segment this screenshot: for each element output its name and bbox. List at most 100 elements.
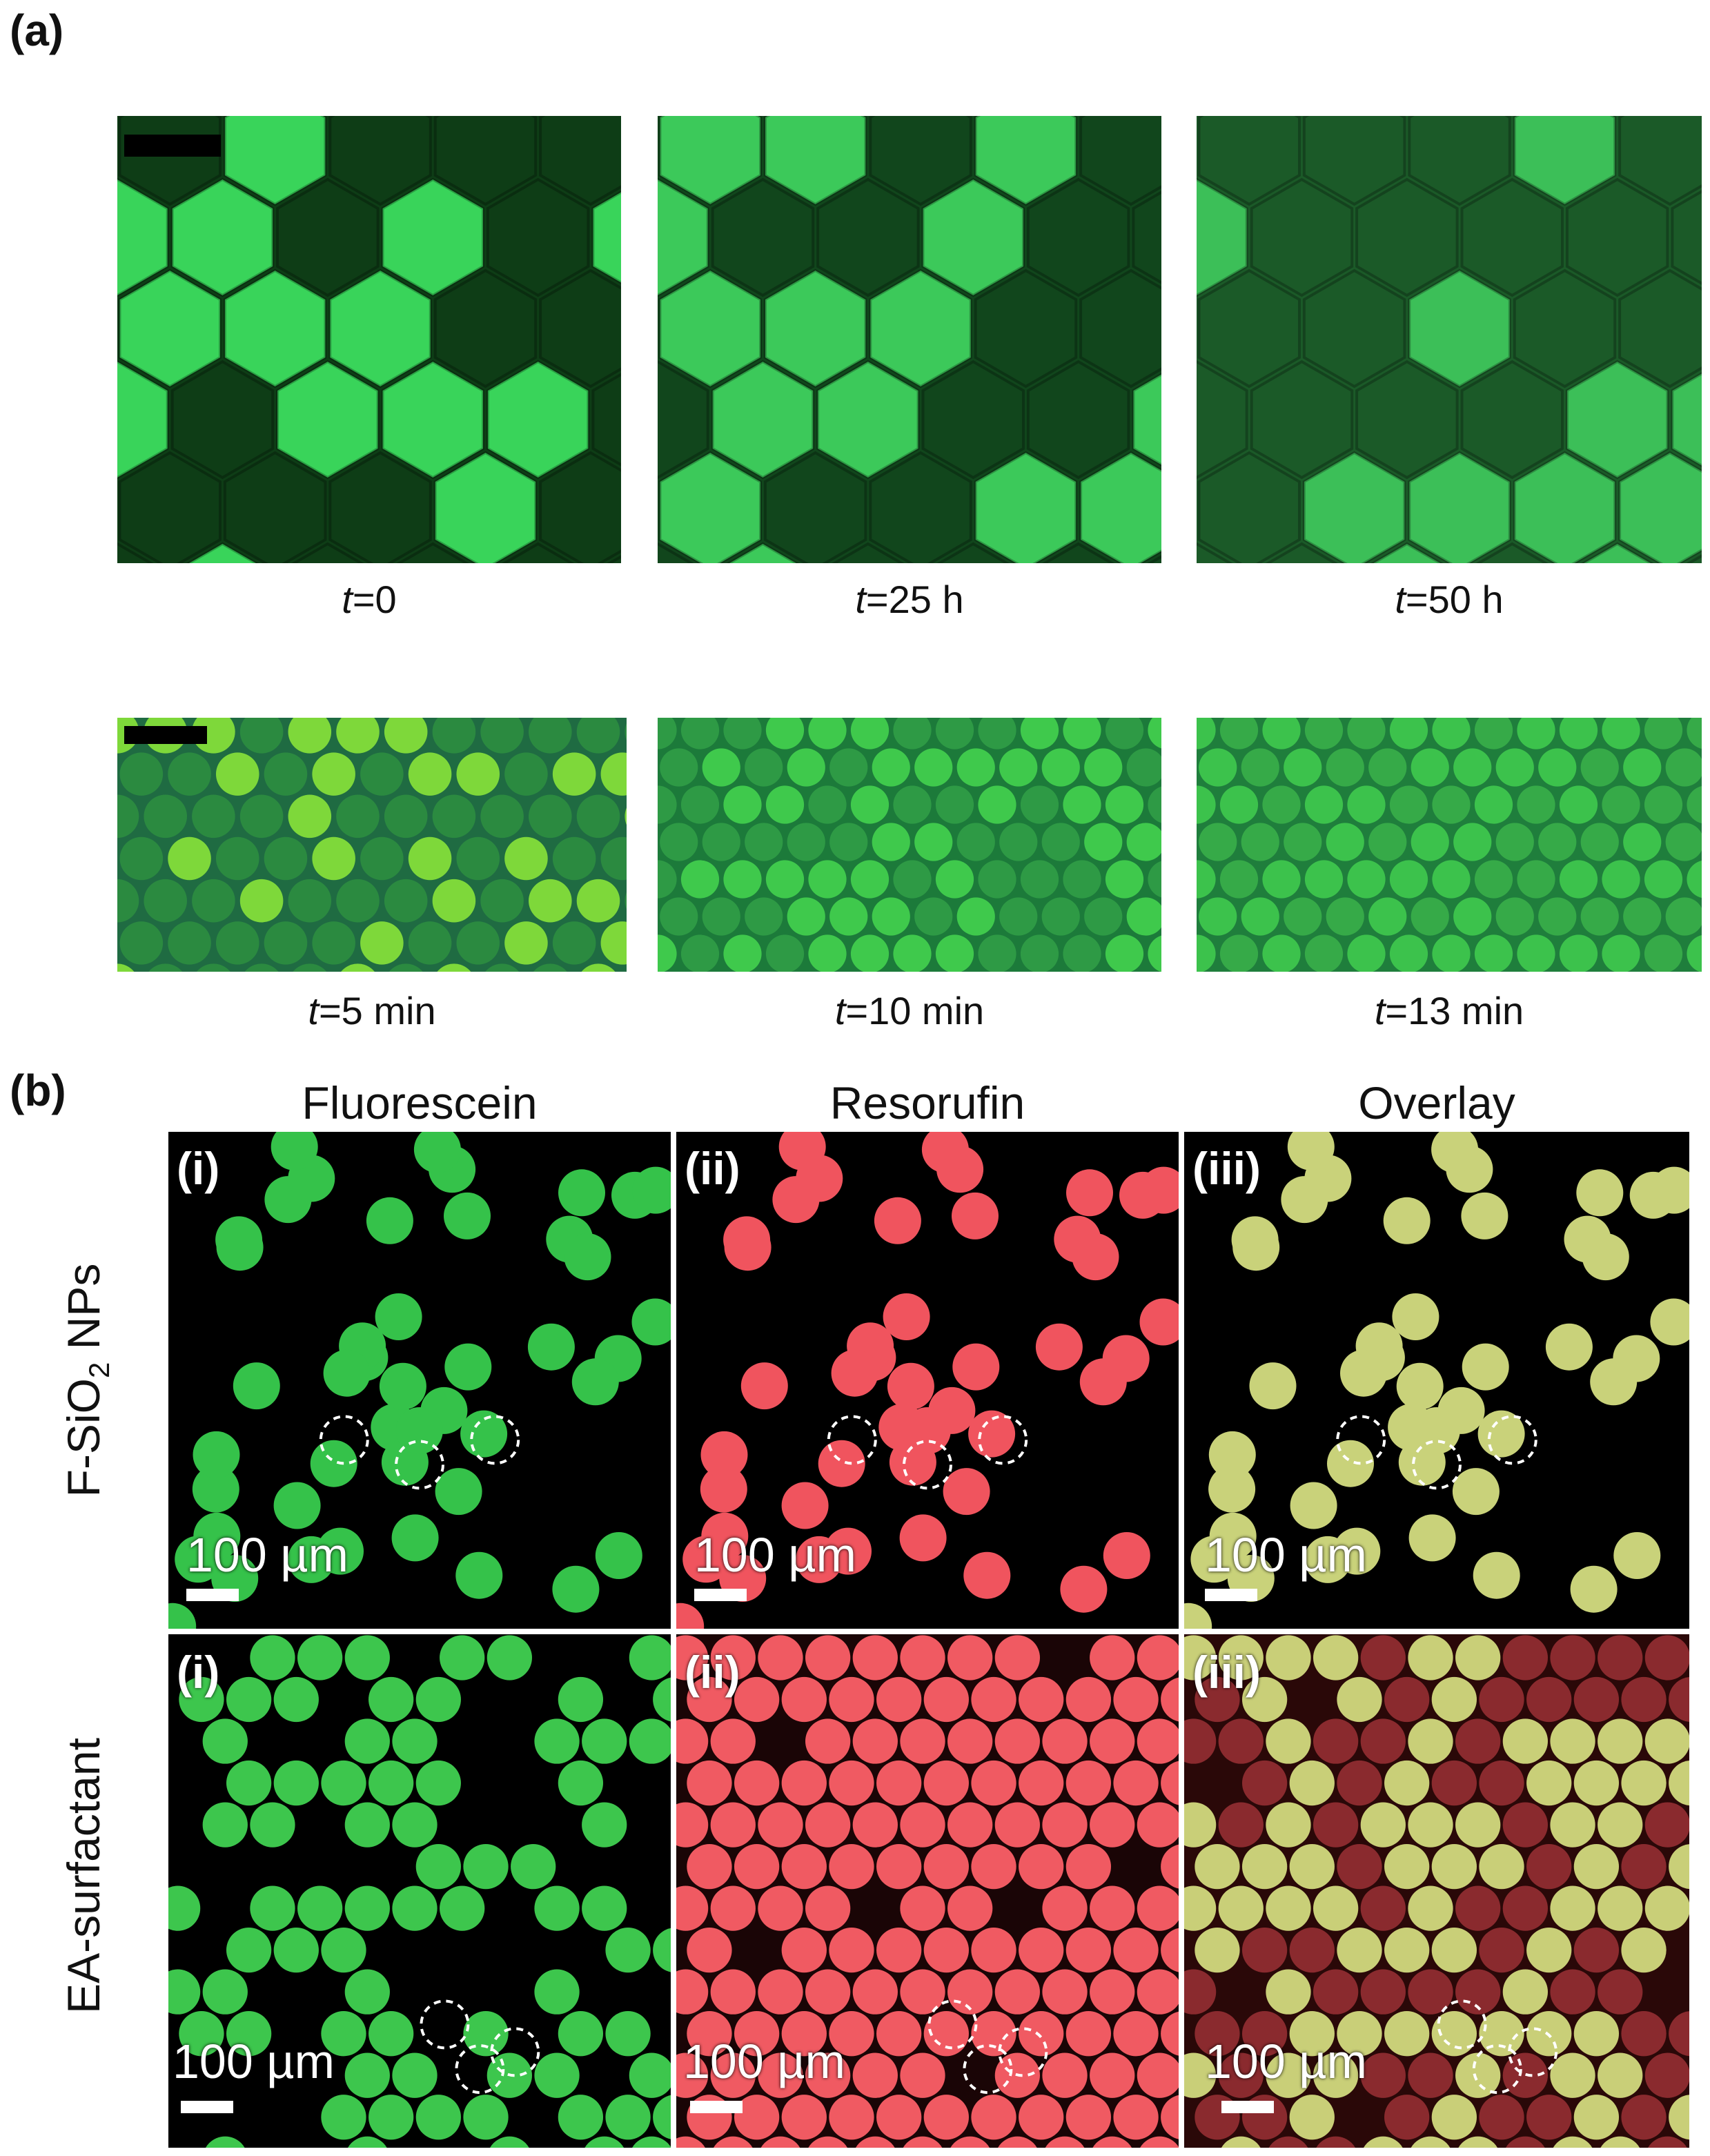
droplet xyxy=(829,2011,874,2057)
droplet xyxy=(1019,1843,1064,1890)
droplet xyxy=(395,1407,443,1454)
droplet xyxy=(168,921,211,965)
droplet xyxy=(1313,2052,1359,2098)
droplet xyxy=(1559,718,1598,749)
droplet xyxy=(202,1802,248,1848)
droplet xyxy=(502,542,575,563)
droplet xyxy=(226,1760,272,1806)
droplet xyxy=(781,1928,827,1973)
droplet xyxy=(1565,360,1669,480)
droplet xyxy=(1148,786,1161,823)
droplet xyxy=(527,1323,575,1371)
droplet xyxy=(978,785,1016,824)
droplet xyxy=(1219,718,1259,749)
droplet xyxy=(1431,1132,1479,1173)
droplet xyxy=(595,1532,642,1579)
droplet xyxy=(808,785,847,824)
droplet xyxy=(119,836,164,881)
droplet xyxy=(805,1969,851,2015)
droplet xyxy=(781,1482,829,1529)
droplet xyxy=(552,1565,600,1613)
droplet xyxy=(1137,1885,1179,1931)
droplet xyxy=(893,718,932,749)
droplet xyxy=(876,1928,922,1973)
droplet xyxy=(1337,1843,1382,1890)
droplet xyxy=(710,1969,756,2015)
droplet xyxy=(582,1802,627,1848)
droplet xyxy=(947,1885,993,1931)
droplet xyxy=(808,860,847,899)
droplet xyxy=(1669,1761,1689,1806)
droplet xyxy=(276,177,380,297)
droplet xyxy=(1184,1603,1212,1629)
droplet xyxy=(1453,823,1492,861)
droplet xyxy=(1408,1718,1453,1764)
sublabel-i-row2: (i) xyxy=(177,1647,220,1698)
scale-label-b3: 100 µm xyxy=(1205,1528,1367,1582)
droplet xyxy=(893,785,932,824)
droplet xyxy=(264,921,308,965)
droplet xyxy=(1432,860,1471,899)
droplet xyxy=(1218,2052,1264,2098)
droplet xyxy=(1687,786,1702,823)
droplet xyxy=(1289,1843,1335,1890)
droplet xyxy=(869,451,972,563)
droplet xyxy=(923,2011,969,2057)
droplet xyxy=(480,879,524,923)
droplet xyxy=(1137,2052,1179,2098)
droplet xyxy=(629,2052,671,2098)
droplet xyxy=(1384,1843,1430,1890)
droplet xyxy=(344,1885,390,1931)
droplet xyxy=(558,2011,604,2057)
droplet xyxy=(923,1843,969,1890)
droplet xyxy=(676,1969,709,2015)
droplet xyxy=(1360,1718,1406,1764)
droplet xyxy=(1266,1718,1311,1764)
droplet xyxy=(758,1885,803,1931)
droplet xyxy=(1041,897,1080,936)
droplet xyxy=(660,748,698,787)
scale-bar-b5 xyxy=(690,2101,743,2113)
row-label-f-sio2-nps: F-SiO2 NPs xyxy=(58,1263,116,1498)
droplet xyxy=(1113,2095,1159,2140)
droplet xyxy=(710,1885,756,1931)
droplet xyxy=(1474,785,1513,824)
droplet xyxy=(1408,2052,1453,2098)
droplet xyxy=(1513,116,1617,206)
droplet xyxy=(1020,934,1059,972)
droplet xyxy=(1621,1843,1667,1890)
droplet xyxy=(1602,860,1640,899)
droplet xyxy=(117,794,139,839)
droplet xyxy=(1389,934,1428,972)
droplet xyxy=(1644,1718,1689,1764)
droplet xyxy=(874,1197,921,1244)
droplet xyxy=(487,1635,532,1680)
droplet xyxy=(415,1676,461,1723)
micrograph-a-t5min xyxy=(117,718,627,972)
droplet xyxy=(381,177,484,297)
droplet xyxy=(1559,934,1598,972)
dashed-marker xyxy=(455,2044,505,2095)
droplet xyxy=(539,451,621,563)
droplet xyxy=(1455,2052,1501,2098)
droplet xyxy=(558,1676,604,1723)
droplet xyxy=(1502,1885,1548,1931)
droplet xyxy=(676,1885,709,1931)
droplet xyxy=(787,748,825,787)
droplet xyxy=(956,823,995,861)
droplet xyxy=(344,1802,390,1848)
droplet xyxy=(341,963,375,972)
droplet xyxy=(1241,2011,1288,2057)
droplet xyxy=(1479,2011,1524,2057)
droplet xyxy=(486,177,590,297)
droplet xyxy=(1079,451,1161,563)
droplet xyxy=(994,1802,1040,1848)
droplet xyxy=(328,451,432,563)
droplet xyxy=(368,2095,414,2140)
droplet xyxy=(1598,1718,1643,1764)
droplet xyxy=(192,879,235,923)
droplet xyxy=(702,897,740,936)
droplet xyxy=(558,1760,604,1806)
droplet xyxy=(581,963,616,972)
droplet xyxy=(1474,934,1513,972)
